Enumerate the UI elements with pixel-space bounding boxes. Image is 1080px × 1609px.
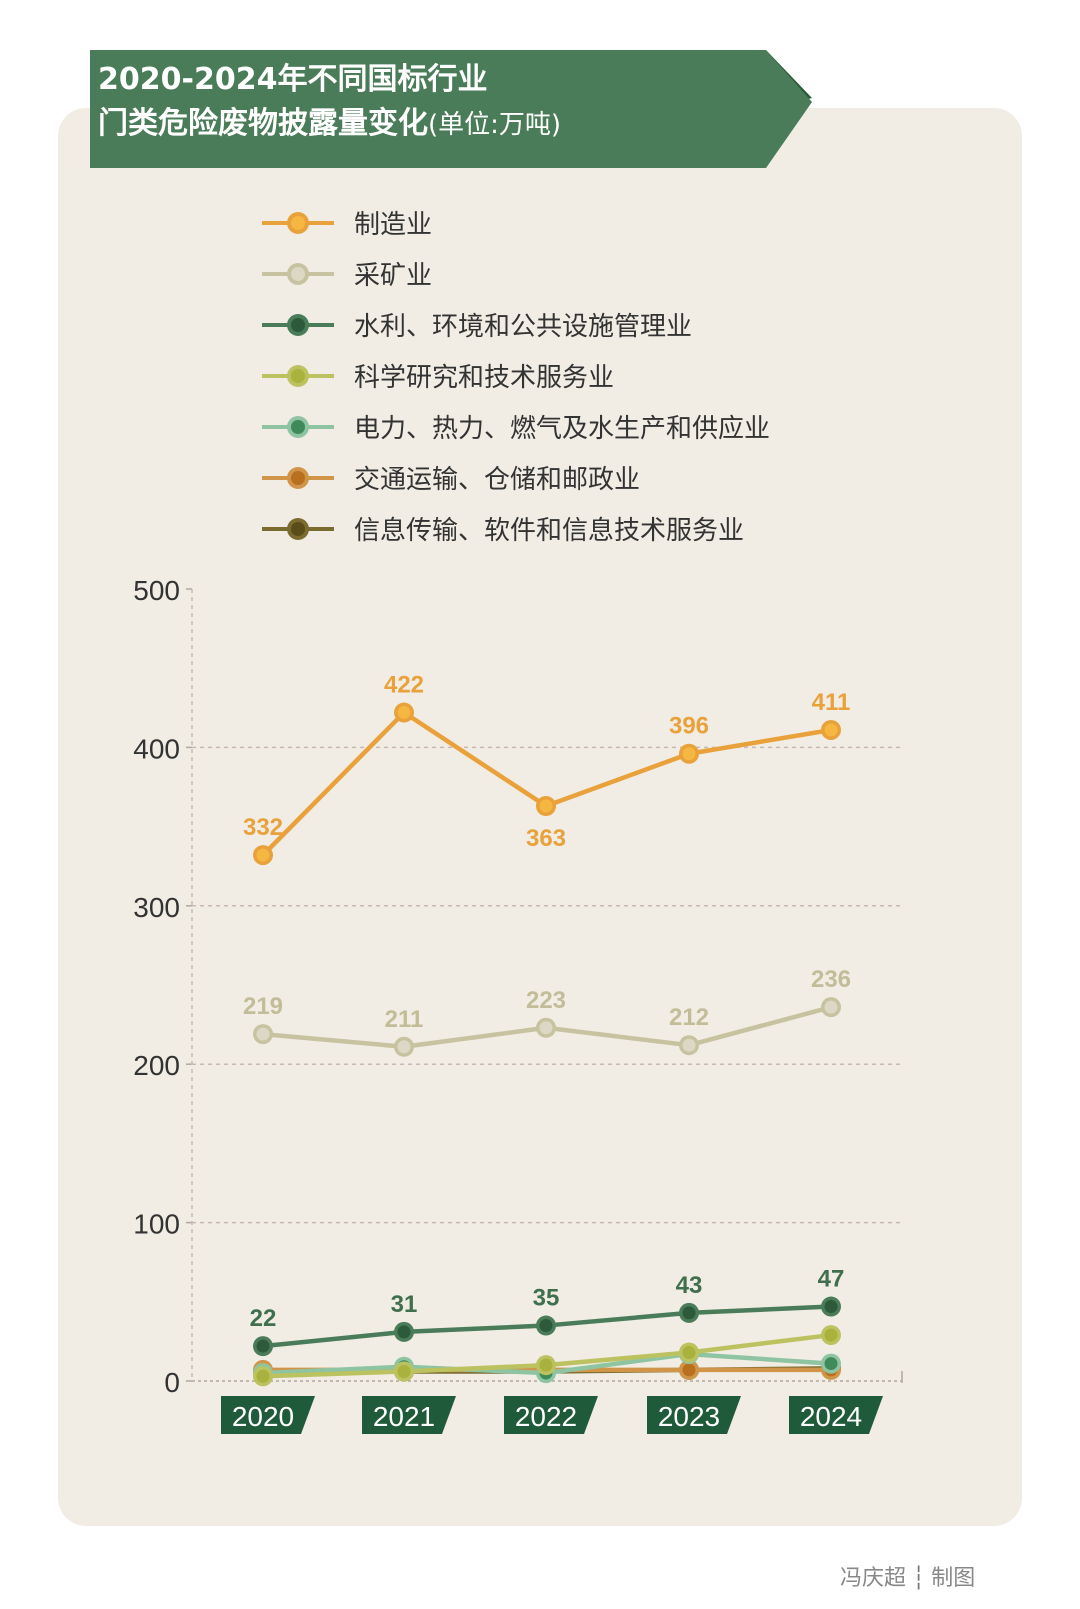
data-label: 422 — [384, 672, 424, 699]
data-point-core — [397, 706, 411, 720]
data-point-core — [539, 1319, 553, 1333]
legend-dot-inner — [291, 470, 305, 485]
legend: 制造业采矿业水利、环境和公共设施管理业 科学研究和技术服务业电力、热力、燃气及水生… — [262, 197, 770, 554]
credit-author: 冯庆超 — [840, 1566, 907, 1591]
data-point-core — [539, 1021, 553, 1035]
legend-label: 电力、热力、燃气及水生产和供应业 — [354, 414, 771, 444]
data-point-core — [256, 1339, 270, 1353]
data-label: 411 — [812, 689, 851, 716]
data-point-core — [682, 1306, 696, 1320]
legend-marker — [262, 514, 342, 544]
title-line-2: 门类危险废物披露量变化 — [98, 106, 428, 141]
credit-role: 制图 — [931, 1566, 976, 1591]
legend-marker — [262, 361, 342, 391]
chart-card — [58, 108, 1022, 1526]
chart-title: 2020-2024年不同国标行业 门类危险废物披露量变化(单位:万吨) — [98, 58, 561, 147]
x-category-tag — [221, 1396, 315, 1434]
data-point-core — [397, 1364, 411, 1378]
banner-body — [90, 50, 812, 168]
x-category-label: 2024 — [800, 1401, 862, 1432]
legend-item: 信息传输、软件和信息技术服务业 — [262, 503, 770, 554]
legend-label: 科学研究和技术服务业 — [354, 363, 615, 393]
data-point-core — [824, 1328, 838, 1342]
legend-dot-inner — [291, 215, 305, 230]
legend-item: 水利、环境和公共设施管理业 — [262, 299, 770, 350]
legend-item: 制造业 — [262, 197, 770, 248]
legend-marker — [262, 463, 342, 493]
data-point-core — [682, 1345, 696, 1359]
data-label: 332 — [243, 814, 283, 841]
data-label: 43 — [676, 1272, 703, 1299]
data-label: 236 — [811, 966, 851, 993]
data-point-core — [824, 1300, 838, 1314]
legend-dot-inner — [291, 419, 305, 434]
data-point-core — [256, 848, 270, 862]
title-line-1: 2020-2024年不同国标行业 — [98, 62, 488, 97]
legend-item: 电力、热力、燃气及水生产和供应业 — [262, 401, 770, 452]
credit-separator: ┆ — [912, 1566, 926, 1591]
data-point-core — [539, 799, 553, 813]
y-tick-label: 0 — [164, 1367, 180, 1398]
data-point-core — [824, 1357, 838, 1371]
data-point-core — [397, 1325, 411, 1339]
x-category-tag — [647, 1396, 741, 1434]
legend-label: 制造业 — [354, 210, 433, 240]
legend-dot-inner — [291, 266, 305, 281]
x-category-label: 2022 — [515, 1401, 577, 1432]
data-point-core — [397, 1040, 411, 1054]
data-label: 22 — [250, 1305, 277, 1332]
title-banner: 2020-2024年不同国标行业 门类危险废物披露量变化(单位:万吨) — [90, 50, 830, 168]
data-label: 212 — [669, 1004, 709, 1031]
y-tick-label: 200 — [133, 1050, 180, 1081]
data-label: 219 — [243, 993, 283, 1020]
data-point-core — [256, 1027, 270, 1041]
legend-marker — [262, 310, 342, 340]
legend-label: 采矿业 — [354, 261, 433, 291]
legend-item: 科学研究和技术服务业 — [262, 350, 770, 401]
x-category-tag — [362, 1396, 456, 1434]
data-point-core — [539, 1358, 553, 1372]
x-category-label: 2023 — [658, 1401, 720, 1432]
legend-marker — [262, 412, 342, 442]
data-label: 396 — [669, 713, 709, 740]
x-category-tag — [789, 1396, 883, 1434]
legend-item: 采矿业 — [262, 248, 770, 299]
x-category-tag — [504, 1396, 598, 1434]
banner-shape — [90, 50, 812, 168]
data-label: 363 — [526, 825, 566, 852]
data-point-core — [682, 1363, 696, 1377]
data-label: 35 — [533, 1285, 560, 1312]
legend-label: 信息传输、软件和信息技术服务业 — [354, 516, 745, 546]
data-label: 223 — [526, 987, 566, 1014]
credit: 冯庆超 ┆ 制图 — [840, 1560, 975, 1592]
y-tick-label: 500 — [133, 575, 180, 606]
legend-marker — [262, 259, 342, 289]
legend-label: 交通运输、仓储和邮政业 — [354, 465, 641, 495]
data-point-core — [682, 747, 696, 761]
data-label: 211 — [385, 1006, 424, 1033]
legend-marker — [262, 208, 342, 238]
data-label: 47 — [818, 1266, 845, 1293]
legend-dot-inner — [291, 317, 305, 332]
legend-item: 交通运输、仓储和邮政业 — [262, 452, 770, 503]
data-point-core — [824, 723, 838, 737]
data-point-core — [256, 1369, 270, 1383]
x-category-label: 2021 — [373, 1401, 435, 1432]
y-tick-label: 100 — [133, 1209, 180, 1240]
legend-dot-inner — [291, 368, 305, 383]
y-tick-label: 400 — [133, 733, 180, 764]
x-category-label: 2020 — [232, 1401, 294, 1432]
y-tick-label: 300 — [133, 892, 180, 923]
data-point-core — [682, 1038, 696, 1052]
data-point-core — [824, 1000, 838, 1014]
title-unit: (单位:万吨) — [428, 110, 562, 140]
legend-dot-inner — [291, 521, 305, 536]
data-label: 31 — [391, 1291, 418, 1318]
legend-label: 水利、环境和公共设施管理业 — [354, 312, 693, 342]
